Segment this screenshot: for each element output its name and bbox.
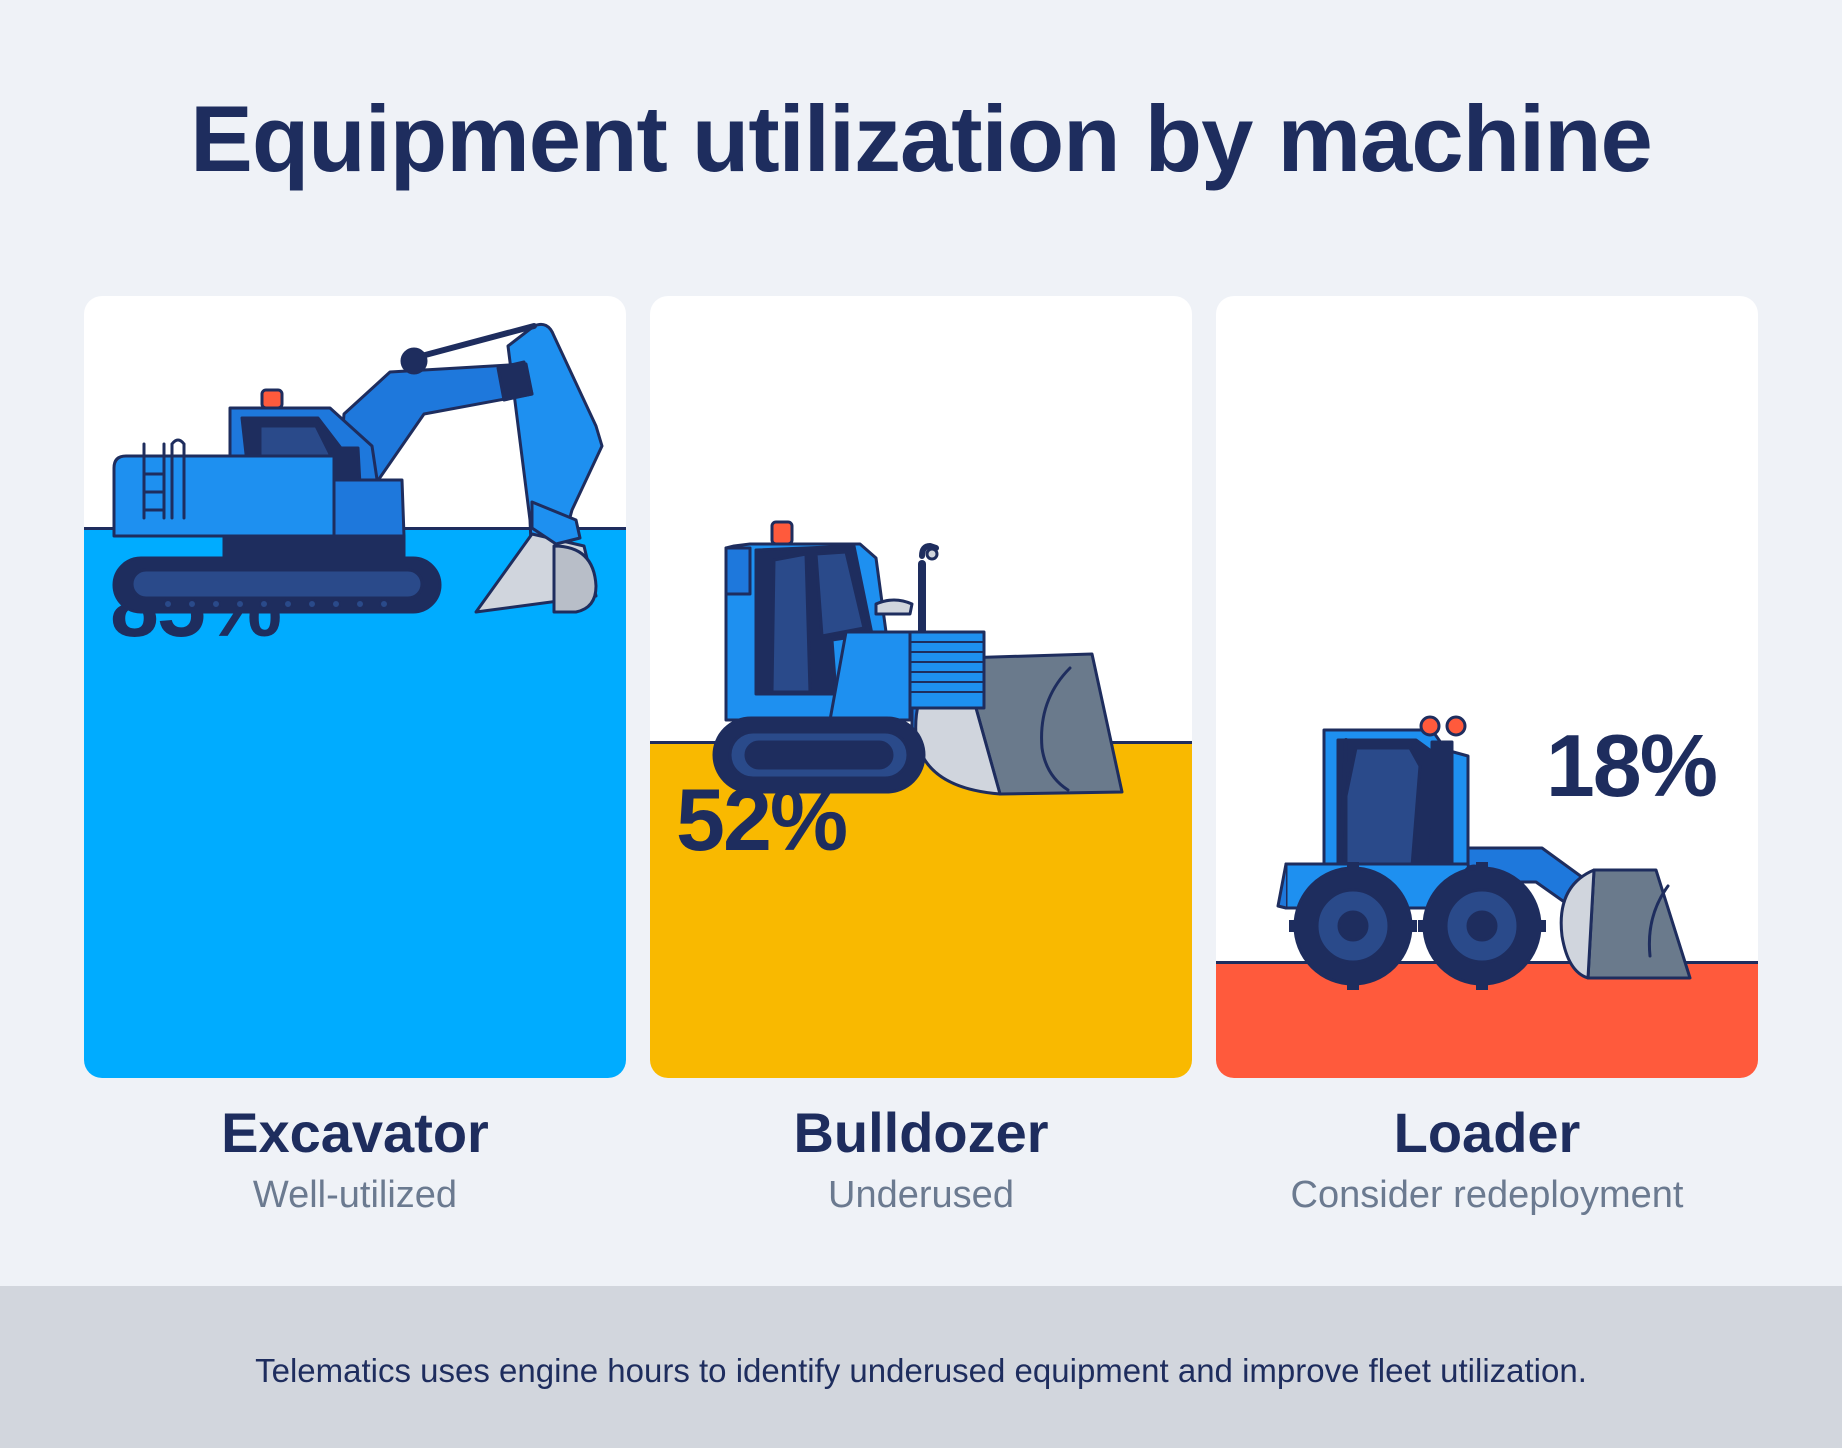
bar-panel-bulldozer: 52% [650,296,1192,1078]
bar-panel-loader: 18% [1216,296,1758,1078]
status-label-excavator: Well-utilized [252,1174,458,1216]
category-label-loader: Loader [1393,1101,1581,1164]
status-label-loader: Consider redeployment [1290,1174,1684,1216]
footer-band [0,1286,1842,1448]
footer-caption: Telematics uses engine hours to identify… [255,1352,1587,1389]
bar-bulldozer [650,741,1192,1078]
value-label-loader: 18% [1545,715,1718,815]
bar-excavator [84,528,626,1078]
category-label-bulldozer: Bulldozer [793,1101,1049,1164]
bulldozer-icon [712,520,1124,796]
chart-title: Equipment utilization by machine [190,86,1653,191]
excavator-icon [112,322,604,614]
loader-icon [1276,715,1692,990]
bar-panel-excavator: 85% [84,296,626,1078]
status-label-bulldozer: Underused [828,1174,1014,1216]
category-label-excavator: Excavator [221,1101,489,1164]
